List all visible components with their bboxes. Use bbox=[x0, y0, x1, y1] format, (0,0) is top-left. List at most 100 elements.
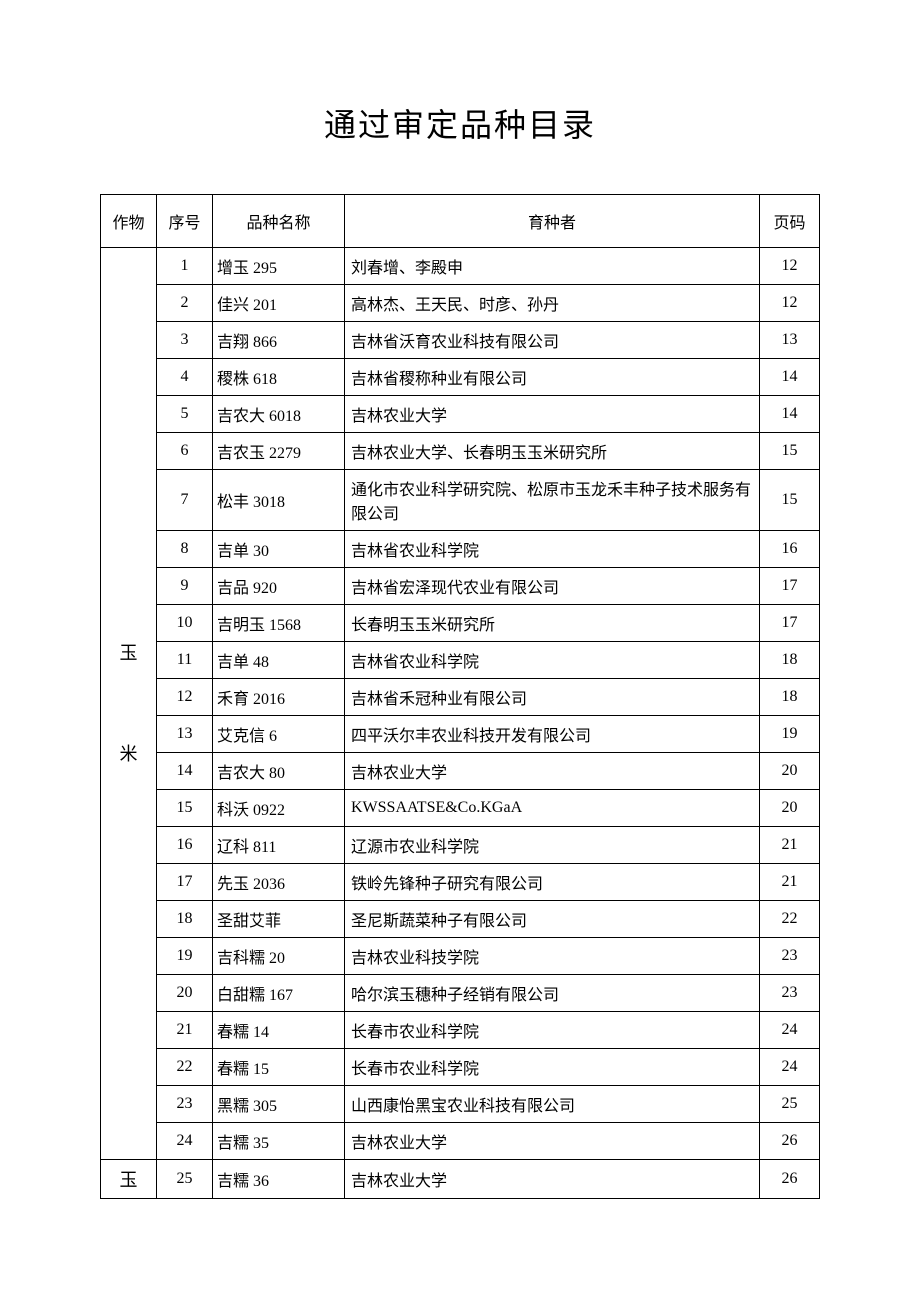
cell-name: 稷株 618 bbox=[213, 359, 345, 396]
cell-idx: 25 bbox=[157, 1160, 213, 1199]
table-row: 2 佳兴 201 高林杰、王天民、时彦、孙丹 12 bbox=[101, 285, 820, 322]
cell-page: 15 bbox=[760, 470, 820, 531]
cell-name: 吉农大 80 bbox=[213, 753, 345, 790]
cell-idx: 7 bbox=[157, 470, 213, 531]
cell-name: 辽科 811 bbox=[213, 827, 345, 864]
cell-name: 禾育 2016 bbox=[213, 679, 345, 716]
cell-breeder: 通化市农业科学研究院、松原市玉龙禾丰种子技术服务有限公司 bbox=[345, 470, 760, 531]
col-header-name: 品种名称 bbox=[213, 195, 345, 248]
cell-name: 吉农大 6018 bbox=[213, 396, 345, 433]
cell-name: 圣甜艾菲 bbox=[213, 901, 345, 938]
cell-breeder: 吉林农业大学、长春明玉玉米研究所 bbox=[345, 433, 760, 470]
cell-name: 艾克信 6 bbox=[213, 716, 345, 753]
table-body: 玉米 1 增玉 295 刘春增、李殿申 12 2 佳兴 201 高林杰、王天民、… bbox=[101, 248, 820, 1199]
cell-breeder: 圣尼斯蔬菜种子有限公司 bbox=[345, 901, 760, 938]
cell-idx: 8 bbox=[157, 531, 213, 568]
table-row: 玉米 1 增玉 295 刘春增、李殿申 12 bbox=[101, 248, 820, 285]
cell-breeder: 四平沃尔丰农业科技开发有限公司 bbox=[345, 716, 760, 753]
cell-breeder: 吉林农业大学 bbox=[345, 396, 760, 433]
cell-page: 17 bbox=[760, 568, 820, 605]
cell-page: 21 bbox=[760, 827, 820, 864]
cell-idx: 21 bbox=[157, 1012, 213, 1049]
cell-idx: 2 bbox=[157, 285, 213, 322]
table-row: 玉 25 吉糯 36 吉林农业大学 26 bbox=[101, 1160, 820, 1199]
cell-breeder: 刘春增、李殿申 bbox=[345, 248, 760, 285]
table-header-row: 作物 序号 品种名称 育种者 页码 bbox=[101, 195, 820, 248]
cell-idx: 22 bbox=[157, 1049, 213, 1086]
cell-page: 22 bbox=[760, 901, 820, 938]
cell-breeder: 高林杰、王天民、时彦、孙丹 bbox=[345, 285, 760, 322]
cell-page: 14 bbox=[760, 396, 820, 433]
table-row: 22 春糯 15 长春市农业科学院 24 bbox=[101, 1049, 820, 1086]
cell-breeder: KWSSAATSE&Co.KGaA bbox=[345, 790, 760, 827]
table-row: 15 科沃 0922 KWSSAATSE&Co.KGaA 20 bbox=[101, 790, 820, 827]
cell-breeder: 吉林农业大学 bbox=[345, 753, 760, 790]
cell-breeder: 山西康怡黑宝农业科技有限公司 bbox=[345, 1086, 760, 1123]
cell-page: 23 bbox=[760, 975, 820, 1012]
cell-breeder: 吉林农业大学 bbox=[345, 1160, 760, 1199]
table-row: 16 辽科 811 辽源市农业科学院 21 bbox=[101, 827, 820, 864]
cell-name: 吉糯 35 bbox=[213, 1123, 345, 1160]
cell-idx: 17 bbox=[157, 864, 213, 901]
cell-page: 16 bbox=[760, 531, 820, 568]
table-row: 8 吉单 30 吉林省农业科学院 16 bbox=[101, 531, 820, 568]
cell-page: 12 bbox=[760, 285, 820, 322]
table-row: 7 松丰 3018 通化市农业科学研究院、松原市玉龙禾丰种子技术服务有限公司 1… bbox=[101, 470, 820, 531]
cell-page: 18 bbox=[760, 679, 820, 716]
table-row: 24 吉糯 35 吉林农业大学 26 bbox=[101, 1123, 820, 1160]
cell-name: 吉品 920 bbox=[213, 568, 345, 605]
cell-breeder: 吉林农业科技学院 bbox=[345, 938, 760, 975]
cell-breeder: 吉林省禾冠种业有限公司 bbox=[345, 679, 760, 716]
cell-page: 20 bbox=[760, 790, 820, 827]
table-row: 4 稷株 618 吉林省稷称种业有限公司 14 bbox=[101, 359, 820, 396]
table-row: 14 吉农大 80 吉林农业大学 20 bbox=[101, 753, 820, 790]
cell-idx: 3 bbox=[157, 322, 213, 359]
cell-breeder: 长春市农业科学院 bbox=[345, 1012, 760, 1049]
cell-page: 12 bbox=[760, 248, 820, 285]
col-header-breeder: 育种者 bbox=[345, 195, 760, 248]
cell-page: 20 bbox=[760, 753, 820, 790]
table-row: 19 吉科糯 20 吉林农业科技学院 23 bbox=[101, 938, 820, 975]
cell-idx: 15 bbox=[157, 790, 213, 827]
cell-idx: 9 bbox=[157, 568, 213, 605]
cell-idx: 1 bbox=[157, 248, 213, 285]
cell-idx: 18 bbox=[157, 901, 213, 938]
cell-idx: 23 bbox=[157, 1086, 213, 1123]
cell-idx: 20 bbox=[157, 975, 213, 1012]
cell-idx: 5 bbox=[157, 396, 213, 433]
cell-breeder: 哈尔滨玉穗种子经销有限公司 bbox=[345, 975, 760, 1012]
cell-idx: 6 bbox=[157, 433, 213, 470]
cell-name: 增玉 295 bbox=[213, 248, 345, 285]
cell-name: 白甜糯 167 bbox=[213, 975, 345, 1012]
cell-breeder: 吉林省沃育农业科技有限公司 bbox=[345, 322, 760, 359]
cell-breeder: 辽源市农业科学院 bbox=[345, 827, 760, 864]
cell-idx: 4 bbox=[157, 359, 213, 396]
cell-page: 26 bbox=[760, 1123, 820, 1160]
table-row: 17 先玉 2036 铁岭先锋种子研究有限公司 21 bbox=[101, 864, 820, 901]
cell-page: 24 bbox=[760, 1049, 820, 1086]
col-header-page: 页码 bbox=[760, 195, 820, 248]
table-row: 6 吉农玉 2279 吉林农业大学、长春明玉玉米研究所 15 bbox=[101, 433, 820, 470]
cell-page: 26 bbox=[760, 1160, 820, 1199]
table-row: 13 艾克信 6 四平沃尔丰农业科技开发有限公司 19 bbox=[101, 716, 820, 753]
table-row: 9 吉品 920 吉林省宏泽现代农业有限公司 17 bbox=[101, 568, 820, 605]
cell-name: 吉农玉 2279 bbox=[213, 433, 345, 470]
page-title: 通过审定品种目录 bbox=[100, 100, 820, 146]
col-header-crop: 作物 bbox=[101, 195, 157, 248]
cell-breeder: 吉林省稷称种业有限公司 bbox=[345, 359, 760, 396]
table-row: 20 白甜糯 167 哈尔滨玉穗种子经销有限公司 23 bbox=[101, 975, 820, 1012]
cell-page: 18 bbox=[760, 642, 820, 679]
crop-cell-yumi: 玉米 bbox=[101, 248, 157, 1160]
cell-name: 先玉 2036 bbox=[213, 864, 345, 901]
cell-breeder: 吉林省宏泽现代农业有限公司 bbox=[345, 568, 760, 605]
cell-idx: 10 bbox=[157, 605, 213, 642]
cell-name: 吉单 48 bbox=[213, 642, 345, 679]
cell-name: 吉单 30 bbox=[213, 531, 345, 568]
catalog-table: 作物 序号 品种名称 育种者 页码 玉米 1 增玉 295 刘春增、李殿申 12… bbox=[100, 194, 820, 1199]
table-row: 21 春糯 14 长春市农业科学院 24 bbox=[101, 1012, 820, 1049]
table-row: 10 吉明玉 1568 长春明玉玉米研究所 17 bbox=[101, 605, 820, 642]
cell-name: 佳兴 201 bbox=[213, 285, 345, 322]
cell-idx: 19 bbox=[157, 938, 213, 975]
cell-page: 23 bbox=[760, 938, 820, 975]
cell-page: 24 bbox=[760, 1012, 820, 1049]
